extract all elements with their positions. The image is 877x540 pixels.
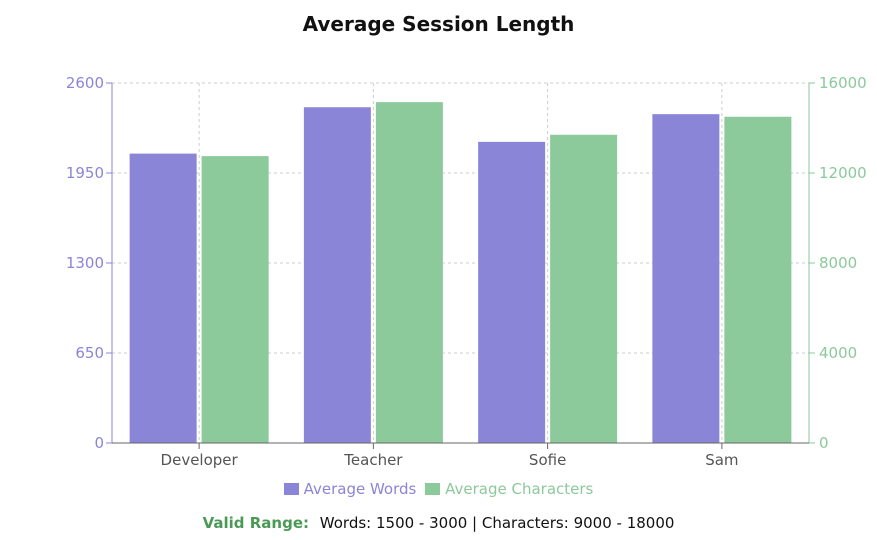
y-tick-label-left: 0 [94, 434, 104, 452]
x-tick-label: Developer [161, 451, 239, 469]
bar-characters [201, 156, 269, 443]
legend-label-characters: Average Characters [445, 480, 594, 498]
x-tick-label: Teacher [343, 451, 403, 469]
legend-item-characters[interactable]: Average Characters [425, 480, 593, 498]
x-tick-label: Sofie [529, 451, 566, 469]
y-tick-label-right: 12000 [819, 164, 867, 182]
y-tick-label-right: 0 [819, 434, 829, 452]
legend-item-words[interactable]: Average Words [283, 480, 417, 498]
bar-characters [724, 116, 792, 443]
bar-words [478, 141, 546, 443]
legend-swatch-characters [425, 483, 441, 495]
y-tick-label-right: 8000 [819, 254, 857, 272]
valid-range: Valid Range: Words: 1500 - 3000 | Charac… [0, 514, 877, 532]
y-tick-label-left: 1300 [66, 254, 104, 272]
bar-words [129, 153, 197, 443]
bar-characters [550, 134, 618, 443]
valid-range-text: Words: 1500 - 3000 | Characters: 9000 - … [319, 514, 675, 532]
bar-characters [375, 102, 443, 443]
y-tick-label-left: 2600 [66, 74, 104, 92]
legend: Average Words Average Characters [0, 480, 877, 499]
legend-label-words: Average Words [303, 480, 417, 498]
bar-words [303, 107, 371, 443]
chart-plot: 0 650 1300 1950 2600 0 4000 8000 12000 16000 Devel… [66, 74, 867, 469]
x-tick-label: Sam [705, 451, 738, 469]
legend-swatch-words [283, 483, 299, 495]
valid-range-label: Valid Range: [202, 514, 310, 532]
y-tick-label-left: 650 [75, 344, 104, 362]
y-tick-label-right: 4000 [819, 344, 857, 362]
bar-words [652, 114, 720, 444]
y-tick-label-left: 1950 [66, 164, 104, 182]
chart-title: Average Session Length [302, 12, 575, 36]
y-tick-label-right: 16000 [819, 74, 867, 92]
